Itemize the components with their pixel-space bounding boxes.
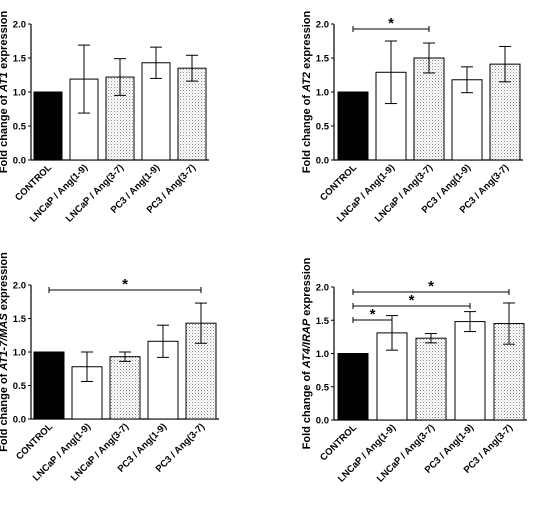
bar-1 (337, 91, 369, 161)
y-axis-label-suffix: expression (0, 11, 10, 72)
y-tick-label: 1.0 (316, 88, 329, 99)
significance-star: * (428, 278, 434, 295)
significance-star: * (370, 306, 376, 323)
y-tick-label: 2.0 (316, 20, 329, 31)
y-tick-label: 0.0 (316, 156, 329, 167)
y-axis-label: Fold change of AT1 expression (0, 11, 10, 174)
y-axis-label-prefix: Fold change of (301, 92, 313, 173)
bar-1 (33, 91, 63, 161)
bar-3 (415, 337, 447, 421)
bar-2 (375, 71, 407, 161)
y-axis-label: Fold change of AT4/IRAP expression (301, 257, 313, 449)
y-tick-label: 2.0 (316, 283, 329, 294)
y-axis-label-suffix: expression (301, 257, 313, 318)
y-axis-label-suffix: expression (301, 11, 313, 72)
y-tick-label: 1.0 (316, 349, 329, 360)
y-axis-label-gene: AT2 (301, 72, 313, 93)
y-tick-label: 1.5 (316, 54, 330, 65)
y-axis-label-suffix: expression (0, 252, 10, 313)
y-tick-label: 1.5 (13, 314, 27, 325)
y-tick-label: 0.5 (316, 122, 330, 133)
y-tick-label: 0.0 (13, 415, 26, 426)
y-tick-label: 1.5 (13, 54, 27, 65)
bar-4 (454, 321, 486, 421)
y-tick-label: 2.0 (13, 20, 26, 31)
y-tick-label: 1.0 (13, 88, 26, 99)
y-axis-label-gene: AT1 (0, 72, 10, 93)
y-axis-label-gene: AT4/IRAP (301, 318, 313, 369)
significance-star: * (409, 292, 415, 309)
y-tick-label: 1.5 (316, 316, 330, 327)
category-label: CONTROL (318, 162, 359, 203)
bar-1 (337, 353, 369, 421)
bar-1 (33, 351, 65, 420)
y-axis-label: Fold change of AT2 expression (301, 11, 313, 174)
category-label: CONTROL (14, 421, 55, 462)
y-tick-label: 0.5 (316, 382, 330, 393)
y-axis-label-prefix: Fold change of (0, 371, 10, 452)
y-tick-label: 1.0 (13, 348, 26, 359)
bar-5 (177, 67, 207, 161)
y-tick-label: 0.0 (316, 416, 329, 427)
y-tick-label: 0.5 (13, 122, 27, 133)
bar-3 (109, 356, 141, 420)
y-tick-label: 2.0 (13, 281, 26, 292)
significance-star: * (122, 276, 128, 293)
y-tick-label: 0.0 (13, 156, 26, 167)
y-axis-label: Fold change of AT1-7/MAS expression (0, 252, 10, 452)
bar-4 (141, 62, 171, 161)
y-axis-label-prefix: Fold change of (301, 368, 313, 449)
category-label: CONTROL (318, 422, 359, 463)
y-axis-label-prefix: Fold change of (0, 92, 10, 173)
y-tick-label: 0.5 (13, 381, 27, 392)
significance-star: * (388, 15, 394, 32)
y-axis-label-gene: AT1-7/MAS (0, 313, 10, 372)
